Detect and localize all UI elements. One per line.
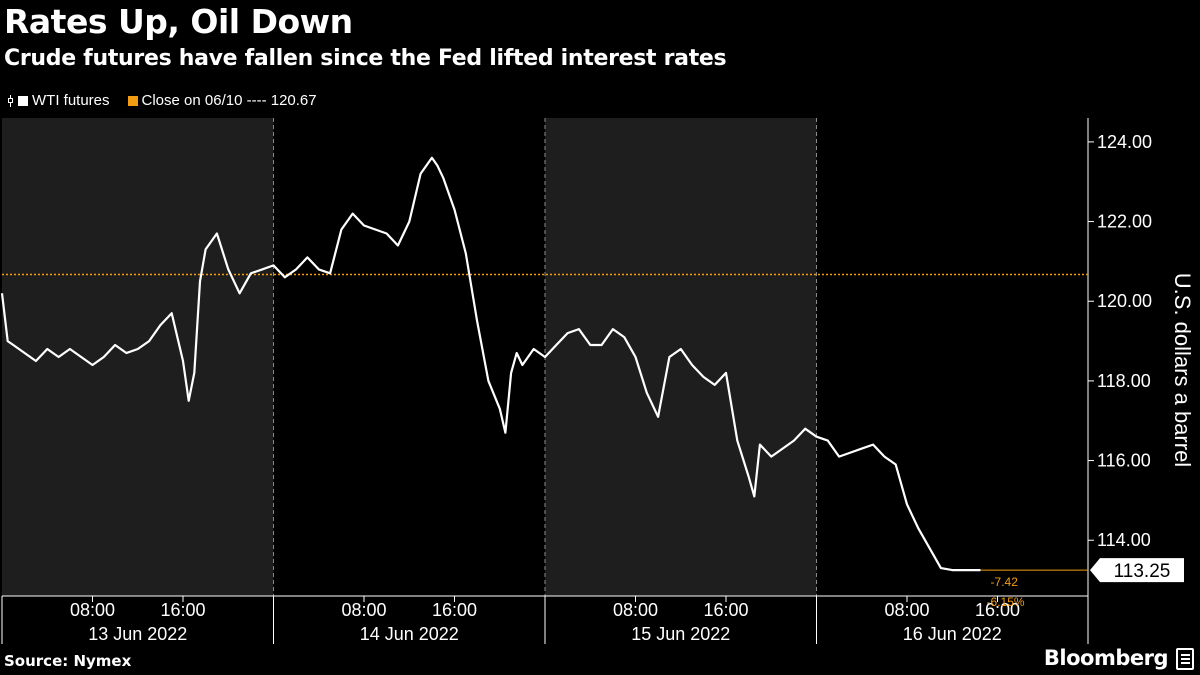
legend-item-series: WTI futures: [8, 92, 110, 109]
x-tick-label: 08:00: [70, 600, 115, 620]
last-value-flag: [1090, 558, 1184, 583]
terminal-icon: [1176, 648, 1194, 670]
day-shade-band: [2, 118, 274, 596]
y-tick-label: 114.00: [1097, 530, 1151, 550]
x-tick-label: 08:00: [341, 600, 386, 620]
y-tick-label: 124.00: [1097, 132, 1152, 152]
x-tick-label: 16:00: [703, 600, 748, 620]
change-percent-label: -6.15%: [987, 595, 1025, 609]
x-tick-label: 16:00: [432, 600, 477, 620]
chart-subtitle: Crude futures have fallen since the Fed …: [4, 46, 727, 71]
y-tick-label: 118.00: [1097, 371, 1151, 391]
reference-swatch-icon: [127, 95, 138, 106]
brand-logo: Bloomberg: [1043, 646, 1169, 670]
x-day-label: 13 Jun 2022: [88, 624, 187, 644]
x-day-label: 14 Jun 2022: [360, 624, 459, 644]
y-tick-label: 116.00: [1097, 451, 1151, 471]
legend-series-label: WTI futures: [32, 92, 110, 109]
x-tick-label: 08:00: [613, 600, 658, 620]
x-tick-label: 16:00: [975, 600, 1020, 620]
x-tick-label: 16:00: [160, 600, 205, 620]
x-day-label: 16 Jun 2022: [903, 624, 1002, 644]
candlestick-icon: [8, 94, 14, 107]
change-label: -7.42: [991, 575, 1019, 589]
x-tick-label: 08:00: [884, 600, 929, 620]
last-value-label: 113.25: [1114, 561, 1171, 582]
y-axis-title: U.S. dollars a barrel: [1170, 273, 1195, 467]
legend-item-reference: Close on 06/10 ---- 120.67: [127, 92, 317, 109]
legend: WTI futures Close on 06/10 ---- 120.67: [8, 92, 335, 109]
series-line-wti-futures: [0, 156, 981, 572]
chart-title: Rates Up, Oil Down: [4, 2, 353, 41]
y-tick-label: 122.00: [1097, 212, 1152, 232]
legend-reference-label: Close on 06/10 ---- 120.67: [141, 92, 317, 109]
source-note: Source: Nymex: [4, 652, 132, 670]
day-shade-band: [545, 118, 817, 596]
series-swatch-icon: [18, 95, 28, 106]
y-tick-label: 120.00: [1097, 291, 1152, 311]
x-day-label: 15 Jun 2022: [631, 624, 730, 644]
